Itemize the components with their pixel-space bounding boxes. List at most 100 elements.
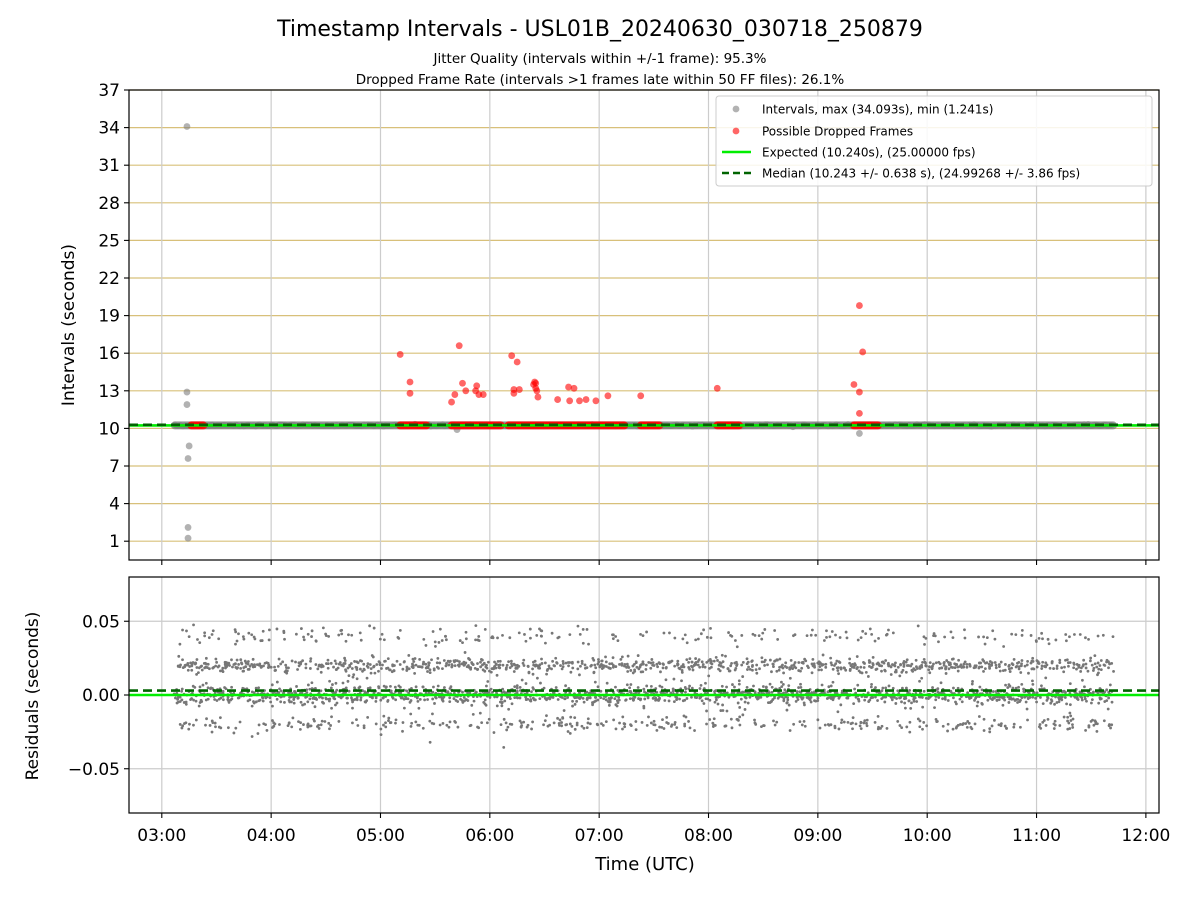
residual-point [1081, 678, 1084, 682]
residual-point [207, 636, 211, 640]
residual-point [863, 662, 866, 665]
residual-point [596, 723, 600, 727]
residual-point [792, 663, 796, 667]
residual-point [809, 633, 813, 637]
residual-point [987, 662, 991, 666]
residual-point [643, 697, 647, 701]
residual-point [278, 687, 281, 691]
residual-point [378, 637, 382, 641]
residual-point [1102, 719, 1106, 723]
residual-point [381, 663, 384, 667]
residual-point [330, 715, 333, 719]
residual-point [585, 726, 589, 730]
residual-point [844, 630, 848, 634]
residual-point [1105, 699, 1109, 703]
residual-point [591, 656, 595, 660]
residual-point [609, 667, 612, 670]
residual-point [558, 723, 561, 727]
residual-point [1041, 637, 1044, 641]
residual-point [800, 723, 804, 727]
residual-point [836, 666, 840, 670]
residual-point [226, 726, 230, 730]
residual-point [941, 724, 945, 728]
residual-point [677, 666, 681, 670]
residual-point [683, 698, 687, 702]
residual-point [210, 633, 214, 636]
residual-point [890, 696, 893, 699]
residual-point [489, 687, 493, 691]
residual-point [567, 664, 570, 668]
residual-point [180, 726, 184, 730]
residual-point [734, 639, 737, 642]
residual-point [594, 699, 598, 703]
residual-point [306, 700, 310, 704]
residual-point [1034, 696, 1037, 700]
dropped-frame-point [532, 379, 540, 387]
residual-point [319, 723, 323, 727]
residual-point [849, 722, 853, 726]
residual-point [751, 668, 754, 672]
residual-point [308, 697, 312, 701]
residual-point [933, 634, 937, 638]
residual-point [951, 657, 955, 661]
residual-point [188, 722, 191, 726]
residual-point [198, 641, 202, 645]
residual-point [731, 683, 734, 686]
residual-point [271, 704, 274, 708]
residual-point [190, 697, 193, 700]
residual-point [797, 661, 801, 664]
residual-point [801, 696, 805, 700]
residual-point [1064, 633, 1068, 636]
residual-point [683, 722, 687, 726]
residual-point [874, 695, 877, 699]
residual-point [346, 679, 350, 683]
residual-point [907, 699, 911, 703]
legend-label: Expected (10.240s), (25.00000 fps) [762, 146, 976, 160]
residual-point [373, 671, 377, 675]
residual-point [809, 700, 813, 704]
residual-point [810, 628, 814, 632]
residual-point [279, 700, 283, 704]
residual-point [676, 663, 680, 666]
residual-point [362, 662, 366, 666]
residual-point [956, 686, 960, 690]
residual-point [855, 655, 859, 658]
residual-point [299, 700, 303, 704]
residual-point [566, 730, 570, 733]
residual-point [736, 718, 740, 721]
residual-point [1071, 726, 1075, 729]
residual-point [564, 684, 567, 688]
residual-point [768, 658, 772, 662]
residual-point [540, 662, 544, 665]
residual-point [596, 698, 600, 702]
ytick-label: 0.00 [82, 686, 120, 706]
residual-point [321, 626, 325, 630]
residual-point [949, 689, 953, 693]
residual-point [580, 662, 584, 665]
residual-point [540, 657, 543, 661]
residual-point [1065, 658, 1069, 662]
residual-point [884, 695, 888, 699]
residual-point [234, 630, 238, 634]
residual-point [384, 721, 387, 725]
legend-marker-dropped [732, 127, 740, 135]
residual-point [721, 665, 725, 669]
residual-point [1020, 659, 1024, 662]
residual-point [611, 633, 614, 637]
residual-point [283, 637, 286, 641]
residual-point [654, 698, 657, 702]
residual-point [874, 686, 877, 689]
residual-point [262, 664, 265, 668]
residual-point [1040, 631, 1044, 635]
residual-point [204, 656, 208, 660]
residual-point [1092, 723, 1096, 727]
residual-point [506, 695, 509, 699]
residual-point [964, 722, 968, 725]
residual-point [242, 669, 245, 673]
residual-point [190, 668, 194, 672]
residual-point [952, 696, 955, 700]
residual-point [495, 673, 499, 677]
residual-point [250, 633, 254, 637]
residual-point [417, 723, 421, 727]
residual-point [1035, 700, 1038, 704]
